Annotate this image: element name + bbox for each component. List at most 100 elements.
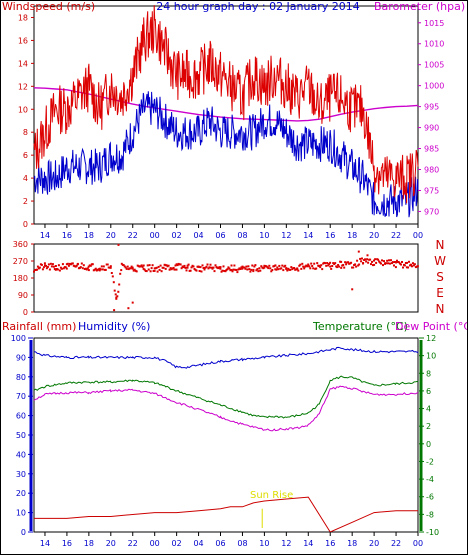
direction-point (375, 262, 377, 264)
direction-point (67, 263, 69, 265)
direction-point (115, 293, 117, 295)
direction-point (207, 264, 209, 266)
temperature-tick-label: 6 (426, 387, 431, 396)
windspeed-axis-label: Windspeed (m/s) (2, 0, 95, 13)
direction-point (101, 265, 103, 267)
direction-point (235, 269, 237, 271)
windspeed-tick-label: 2 (23, 197, 28, 206)
direction-point (41, 264, 43, 266)
direction-point (116, 295, 118, 297)
direction-point (392, 261, 394, 263)
direction-point (386, 260, 388, 262)
direction-point (210, 264, 212, 266)
compass-label-n-top: N (436, 238, 445, 252)
direction-point (377, 259, 379, 261)
compass-label-w: W (434, 254, 446, 268)
direction-point (193, 266, 195, 268)
direction-point (354, 263, 356, 265)
bottom-x-tick-label: 00 (150, 539, 160, 548)
direction-point (254, 264, 256, 266)
top-x-tick-label: 10 (259, 231, 269, 240)
direction-point (285, 267, 287, 269)
direction-point (113, 309, 115, 311)
compass-label-e: E (436, 286, 444, 300)
direction-point (107, 264, 109, 266)
direction-point (58, 264, 60, 266)
direction-point (112, 275, 114, 277)
direction-point (280, 267, 282, 269)
direction-point (345, 263, 347, 265)
direction-point (147, 264, 149, 266)
temperature-tick-label: 10 (426, 352, 436, 361)
direction-point (408, 261, 410, 263)
rainfall-axis-label: Rainfall (mm) (2, 320, 76, 333)
humidity-tick-label: 30 (16, 470, 26, 479)
direction-point (367, 254, 369, 256)
compass-label-s: S (436, 270, 444, 284)
direction-point (412, 262, 414, 264)
top-x-tick-label: 22 (391, 231, 401, 240)
direction-point (159, 269, 161, 271)
direction-point (83, 264, 85, 266)
direction-point (381, 259, 383, 261)
direction-point (414, 263, 416, 265)
direction-point (44, 262, 46, 264)
top-x-tick-label: 14 (303, 231, 313, 240)
windspeed-tick-label: 0 (23, 220, 28, 229)
direction-point (275, 269, 277, 271)
direction-point (350, 262, 352, 264)
direction-point (299, 264, 301, 266)
direction-point (244, 268, 246, 270)
direction-point (315, 268, 317, 270)
direction-point (52, 263, 54, 265)
direction-point (395, 266, 397, 268)
direction-point (340, 267, 342, 269)
direction-point (374, 258, 376, 260)
dewpoint-axis-label: Dew Point (°C) (395, 320, 468, 333)
direction-point (47, 266, 49, 268)
direction-point (117, 291, 119, 293)
direction-tick-label: 90 (18, 291, 28, 300)
temperature-tick-label: 12 (426, 334, 436, 343)
direction-point (358, 264, 360, 266)
direction-point (331, 265, 333, 267)
direction-point (258, 267, 260, 269)
direction-point (245, 266, 247, 268)
direction-tick-label: 180 (13, 274, 28, 283)
direction-point (334, 262, 336, 264)
top-x-tick-label: 18 (84, 231, 94, 240)
direction-point (68, 265, 70, 267)
direction-point (329, 262, 331, 264)
direction-point (165, 268, 167, 270)
direction-point (215, 264, 217, 266)
direction-point (411, 265, 413, 267)
direction-point (136, 270, 138, 272)
direction-point (402, 267, 404, 269)
direction-point (204, 269, 206, 271)
direction-point (209, 266, 211, 268)
direction-point (371, 261, 373, 263)
windspeed-tick-label: 18 (18, 13, 28, 22)
direction-point (302, 266, 304, 268)
direction-point (401, 261, 403, 263)
direction-point (247, 265, 249, 267)
direction-point (360, 260, 362, 262)
direction-point (118, 284, 120, 286)
direction-point (343, 267, 345, 269)
direction-point (340, 261, 342, 263)
direction-point (388, 259, 390, 261)
temperature-axis-label: Temperature (°C) (312, 320, 408, 333)
direction-point (88, 269, 90, 271)
bottom-x-tick-label: 18 (84, 539, 94, 548)
direction-point (380, 263, 382, 265)
bottom-x-tick-label: 18 (347, 539, 357, 548)
direction-point (220, 266, 222, 268)
top-x-tick-label: 02 (172, 231, 182, 240)
top-x-tick-label: 04 (193, 231, 203, 240)
temperature-tick-label: 8 (426, 369, 431, 378)
windspeed-tick-label: 14 (18, 59, 28, 68)
temperature-tick-label: 0 (426, 440, 431, 449)
top-x-tick-label: 12 (281, 231, 291, 240)
bottom-x-tick-label: 22 (128, 539, 138, 548)
direction-point (324, 262, 326, 264)
